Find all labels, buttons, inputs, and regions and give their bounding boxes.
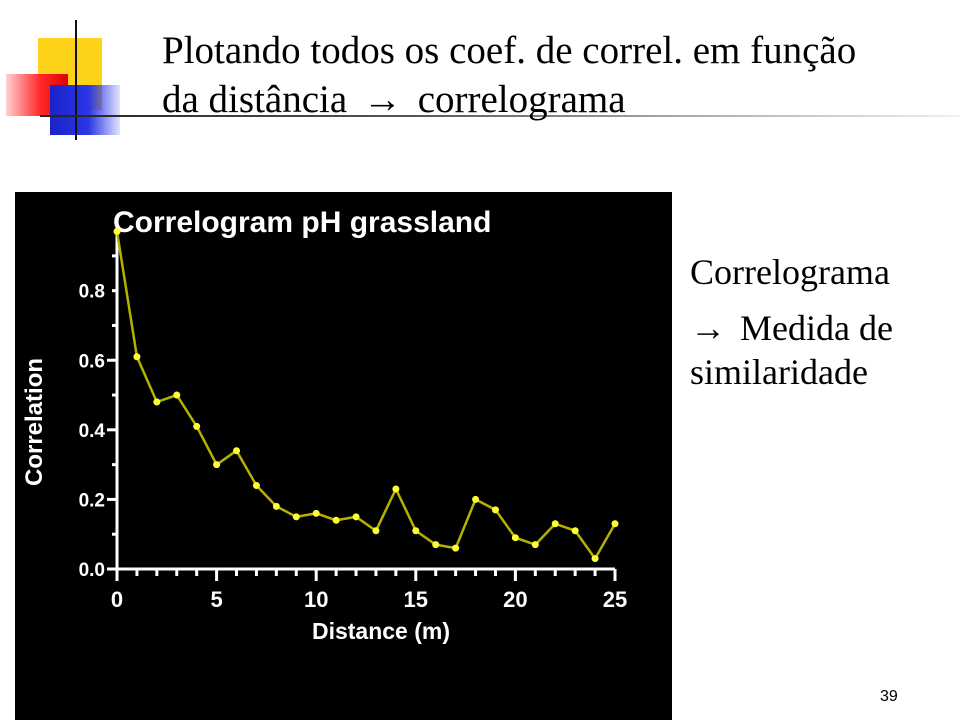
data-point [312, 509, 320, 517]
data-point [113, 228, 121, 236]
vertical-rule-decoration [75, 20, 77, 140]
chart-svg: Correlogram pH grassland 0.0 0.2 0.4 0.6 0.8 0… [21, 206, 627, 644]
right-arrow-icon: → [690, 308, 726, 348]
data-point [292, 513, 300, 521]
y-tick-label: 0.6 [79, 351, 105, 372]
side-description: → Medida de similaridade [690, 306, 950, 394]
blue-square-decoration [50, 85, 120, 135]
data-point [531, 541, 539, 549]
x-axis-label: Distance (m) [312, 618, 450, 644]
data-point [272, 502, 280, 510]
x-tick-label: 20 [503, 587, 527, 612]
x-tick-label: 10 [304, 587, 328, 612]
data-point [153, 398, 161, 406]
x-tick-label: 5 [210, 587, 222, 612]
data-point [432, 541, 440, 549]
data-point [511, 534, 519, 542]
title-line-2-prefix: da distância [162, 78, 348, 121]
data-point [173, 391, 181, 399]
data-point [571, 527, 579, 535]
data-point [352, 513, 360, 521]
data-point [252, 482, 260, 489]
title-underline-rule [40, 115, 960, 117]
right-arrow-icon: → [362, 78, 402, 121]
data-point [472, 495, 480, 503]
decorative-logo [0, 0, 140, 145]
data-point [412, 527, 420, 535]
y-tick-label: 0.8 [79, 282, 105, 303]
x-tick-label: 0 [111, 587, 123, 612]
data-point [491, 506, 499, 514]
series-line [115, 231, 617, 561]
page-number: 39 [880, 688, 898, 705]
y-tick-label: 0.0 [79, 560, 105, 581]
side-description-text: Medida de similaridade [690, 308, 893, 392]
chart-title: Correlogram pH grassland [113, 206, 491, 239]
y-axis-label: Correlation [21, 358, 48, 486]
data-point [452, 544, 460, 552]
title-line-2-suffix: correlograma [417, 78, 626, 121]
y-tick-label: 0.4 [79, 421, 106, 442]
data-point [133, 353, 141, 361]
data-point [193, 422, 201, 430]
data-point [332, 516, 340, 524]
data-point [591, 555, 599, 563]
correlogram-chart: Correlogram pH grassland 0.0 0.2 0.4 0.6 0.8 0… [15, 192, 672, 720]
data-point [392, 485, 400, 493]
x-tick-label: 25 [603, 587, 627, 612]
y-tick-label: 0.2 [79, 490, 105, 511]
title-line-1: Plotando todos os coef. de correl. em fu… [162, 29, 857, 72]
side-heading: Correlograma [690, 252, 890, 292]
data-point [611, 520, 619, 528]
title-line-2: da distância → correlograma [162, 75, 942, 124]
x-tick-label: 15 [404, 587, 428, 612]
side-text-block: Correlograma → Medida de similaridade [690, 250, 950, 406]
data-point [372, 527, 380, 535]
data-point [233, 447, 241, 455]
data-point [213, 461, 221, 469]
data-point [551, 520, 559, 528]
slide-title: Plotando todos os coef. de correl. em fu… [162, 26, 942, 124]
